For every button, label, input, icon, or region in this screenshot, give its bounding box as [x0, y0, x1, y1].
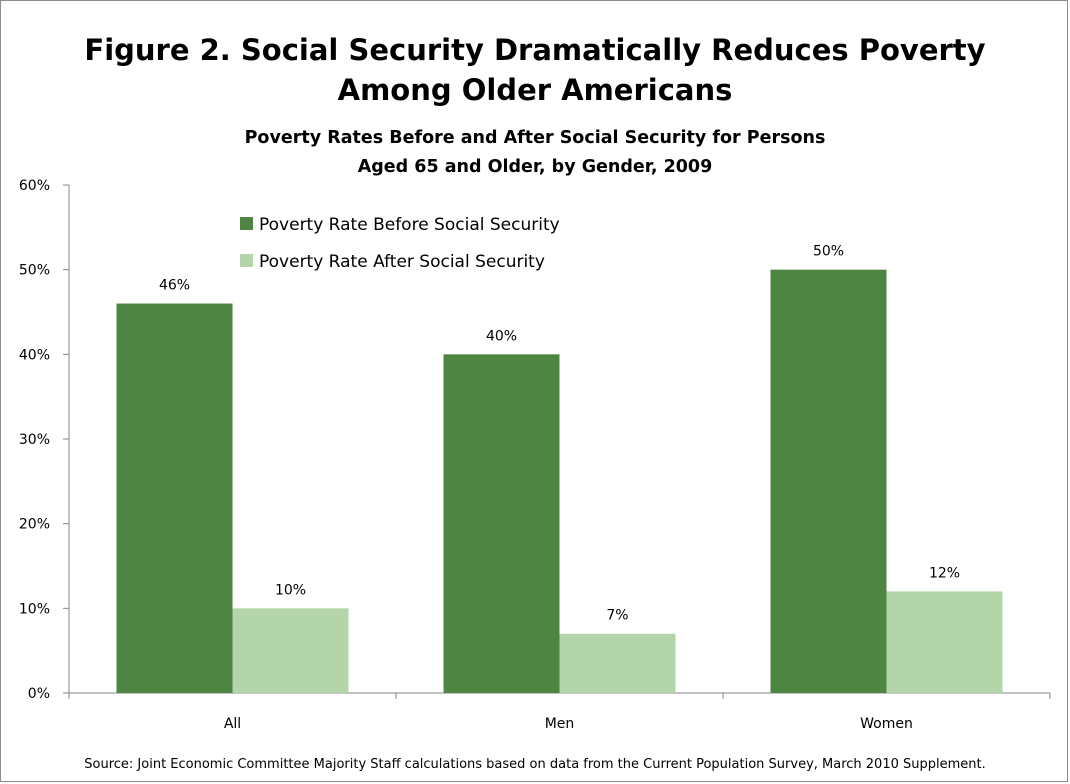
bar	[770, 269, 887, 693]
chart-subtitle-line-1: Poverty Rates Before and After Social Se…	[244, 128, 826, 148]
data-label: 46%	[159, 278, 190, 294]
x-axis: All Men Women	[68, 692, 1051, 732]
data-label: 40%	[486, 328, 517, 344]
bar	[116, 303, 233, 693]
data-label: 50%	[813, 244, 844, 260]
y-tick-label: 30%	[19, 432, 50, 448]
y-tick-label: 0%	[28, 686, 50, 702]
bar	[232, 608, 349, 693]
chart-source: Source: Joint Economic Committee Majorit…	[84, 757, 986, 772]
data-label: 10%	[275, 582, 306, 598]
data-label: 7%	[606, 608, 628, 624]
legend-label: Poverty Rate After Social Security	[259, 252, 545, 272]
bar	[559, 633, 676, 693]
bar	[443, 354, 560, 693]
data-label: 12%	[929, 565, 960, 581]
x-tick-label: Men	[545, 716, 575, 732]
bars: 46% 10% 40% 7% 50% 12%	[116, 244, 1003, 693]
x-tick-label: Women	[860, 716, 913, 732]
legend: Poverty Rate Before Social Security Pover…	[240, 215, 560, 272]
x-tick-label: All	[224, 716, 241, 732]
y-tick-label: 50%	[19, 263, 50, 279]
legend-label: Poverty Rate Before Social Security	[259, 215, 560, 235]
y-tick-label: 10%	[19, 601, 50, 617]
y-tick-label: 60%	[19, 178, 50, 194]
legend-swatch	[240, 217, 253, 230]
chart-title: Figure 2. Social Security Dramatically R…	[0, 30, 1070, 110]
chart-subtitle-line-2: Aged 65 and Older, by Gender, 2009	[357, 157, 713, 177]
y-tick-label: 40%	[19, 347, 50, 363]
chart-title-line-1: Figure 2. Social Security Dramatically R…	[84, 33, 986, 67]
legend-swatch	[240, 254, 253, 267]
y-tick-label: 20%	[19, 517, 50, 533]
chart-title-line-2: Among Older Americans	[337, 73, 733, 107]
y-axis: 0% 10% 20% 30% 40% 50% 60%	[19, 178, 70, 702]
chart-subtitle: Poverty Rates Before and After Social Se…	[0, 124, 1070, 182]
bar	[886, 591, 1003, 693]
